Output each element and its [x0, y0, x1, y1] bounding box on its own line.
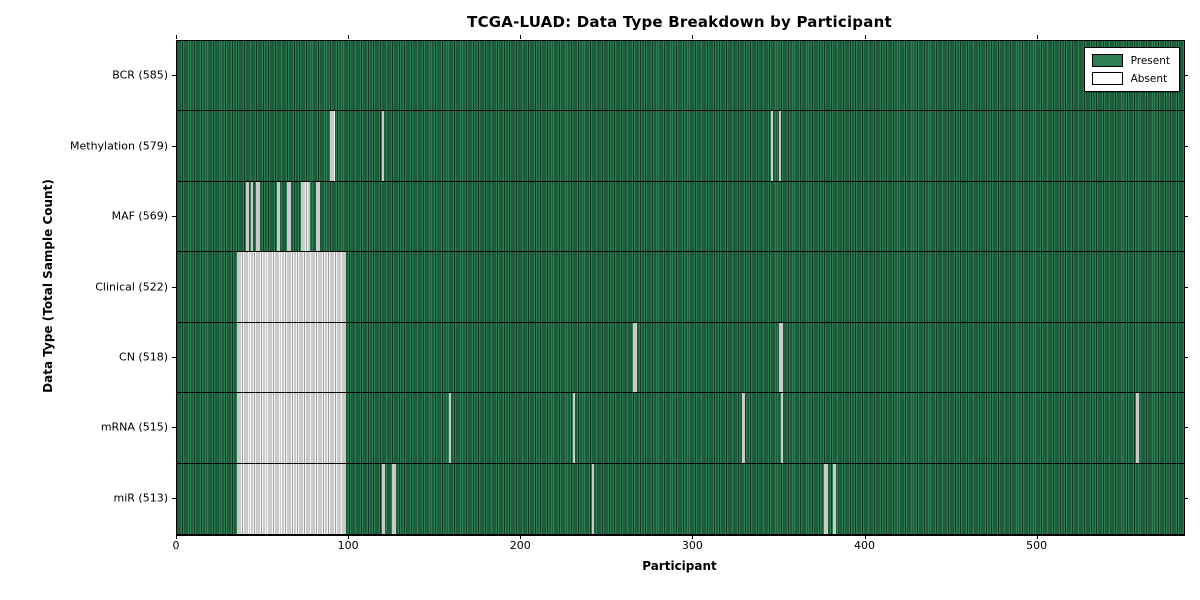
absent-run [824, 463, 828, 534]
absent-run [779, 111, 782, 181]
x-tick-label: 300 [681, 539, 703, 552]
y-tick-label: CN (518) [119, 350, 168, 364]
y-tick-mark [172, 497, 176, 499]
x-tick-mark [864, 35, 866, 39]
heatmap-row-Clinical [177, 252, 1184, 323]
x-tick-mark [692, 35, 694, 39]
x-tick-label: 500 [1026, 539, 1048, 552]
x-tick-mark [1036, 35, 1038, 39]
x-tick-mark [176, 535, 177, 539]
y-tick-mark [172, 427, 176, 429]
y-tick-mark [1184, 216, 1188, 218]
absent-run [781, 393, 783, 463]
heatmap-row-Methylation [177, 111, 1184, 182]
legend-entry-absent: Absent [1091, 72, 1170, 85]
absent-run [251, 181, 253, 252]
legend: Present Absent [1083, 47, 1180, 92]
heatmap-row-mRNA [177, 393, 1184, 464]
absent-run [448, 393, 451, 463]
x-tick-mark [348, 535, 350, 539]
absent-run [572, 393, 575, 463]
absent-run [770, 111, 773, 181]
absent-run [256, 181, 260, 252]
y-tick-label: Clinical (522) [95, 280, 168, 293]
absent-run [287, 181, 291, 252]
heatmap-row-miR [177, 463, 1184, 534]
x-tick-mark [348, 35, 350, 39]
x-tick-mark [520, 35, 522, 39]
x-tick-mark [692, 535, 694, 539]
y-tick-mark [1184, 427, 1188, 429]
legend-present-label: Present [1130, 54, 1170, 67]
y-tick-mark [1184, 75, 1188, 77]
absent-run [1135, 393, 1140, 463]
legend-entry-present: Present [1091, 54, 1170, 67]
y-tick-label: MAF (569) [111, 209, 168, 223]
absent-run [237, 322, 346, 393]
x-axis-title: Participant [642, 559, 717, 573]
y-tick-mark [172, 75, 176, 77]
absent-run [237, 393, 346, 463]
absent-run [316, 181, 320, 252]
legend-absent-swatch [1091, 72, 1123, 85]
y-tick-label: mRNA (515) [100, 420, 168, 434]
absent-run [591, 463, 594, 534]
y-tick-mark [172, 286, 176, 288]
absent-run [330, 111, 336, 181]
x-tick-mark [520, 535, 522, 539]
x-tick-label: 400 [854, 539, 876, 552]
absent-run [779, 322, 783, 393]
y-tick-mark [1184, 286, 1188, 288]
plot-area: Present Absent [176, 40, 1185, 536]
absent-run [392, 463, 396, 534]
absent-run [633, 322, 637, 393]
absent-run [832, 463, 837, 534]
chart-title: TCGA-LUAD: Data Type Breakdown by Partic… [467, 13, 892, 31]
y-tick-mark [172, 145, 176, 147]
y-tick-mark [1184, 497, 1188, 499]
absent-run [741, 393, 746, 463]
heatmap-row-CN [177, 322, 1184, 394]
absent-run [276, 181, 281, 252]
heatmap-row-MAF [177, 181, 1184, 253]
legend-absent-label: Absent [1130, 72, 1168, 85]
x-tick-label: 100 [337, 539, 359, 552]
y-tick-mark [1184, 356, 1188, 358]
absent-run [381, 463, 386, 534]
x-tick-label: 200 [509, 539, 531, 552]
x-tick-mark [1036, 535, 1038, 539]
absent-run [237, 252, 346, 322]
x-tick-mark [176, 35, 177, 39]
absent-run [381, 111, 384, 181]
absent-run [237, 463, 346, 534]
y-tick-label: Methylation (579) [70, 139, 168, 153]
y-tick-label: miR (513) [113, 491, 169, 505]
absent-run [245, 181, 250, 252]
y-tick-mark [172, 356, 176, 358]
heatmap-row-BCR [177, 41, 1184, 112]
legend-present-swatch [1091, 54, 1123, 67]
absent-run [300, 181, 310, 252]
y-tick-label: BCR (585) [112, 68, 168, 82]
y-tick-mark [1184, 145, 1188, 147]
y-tick-mark [172, 216, 176, 218]
x-tick-label: 0 [172, 539, 180, 552]
x-tick-mark [864, 535, 866, 539]
